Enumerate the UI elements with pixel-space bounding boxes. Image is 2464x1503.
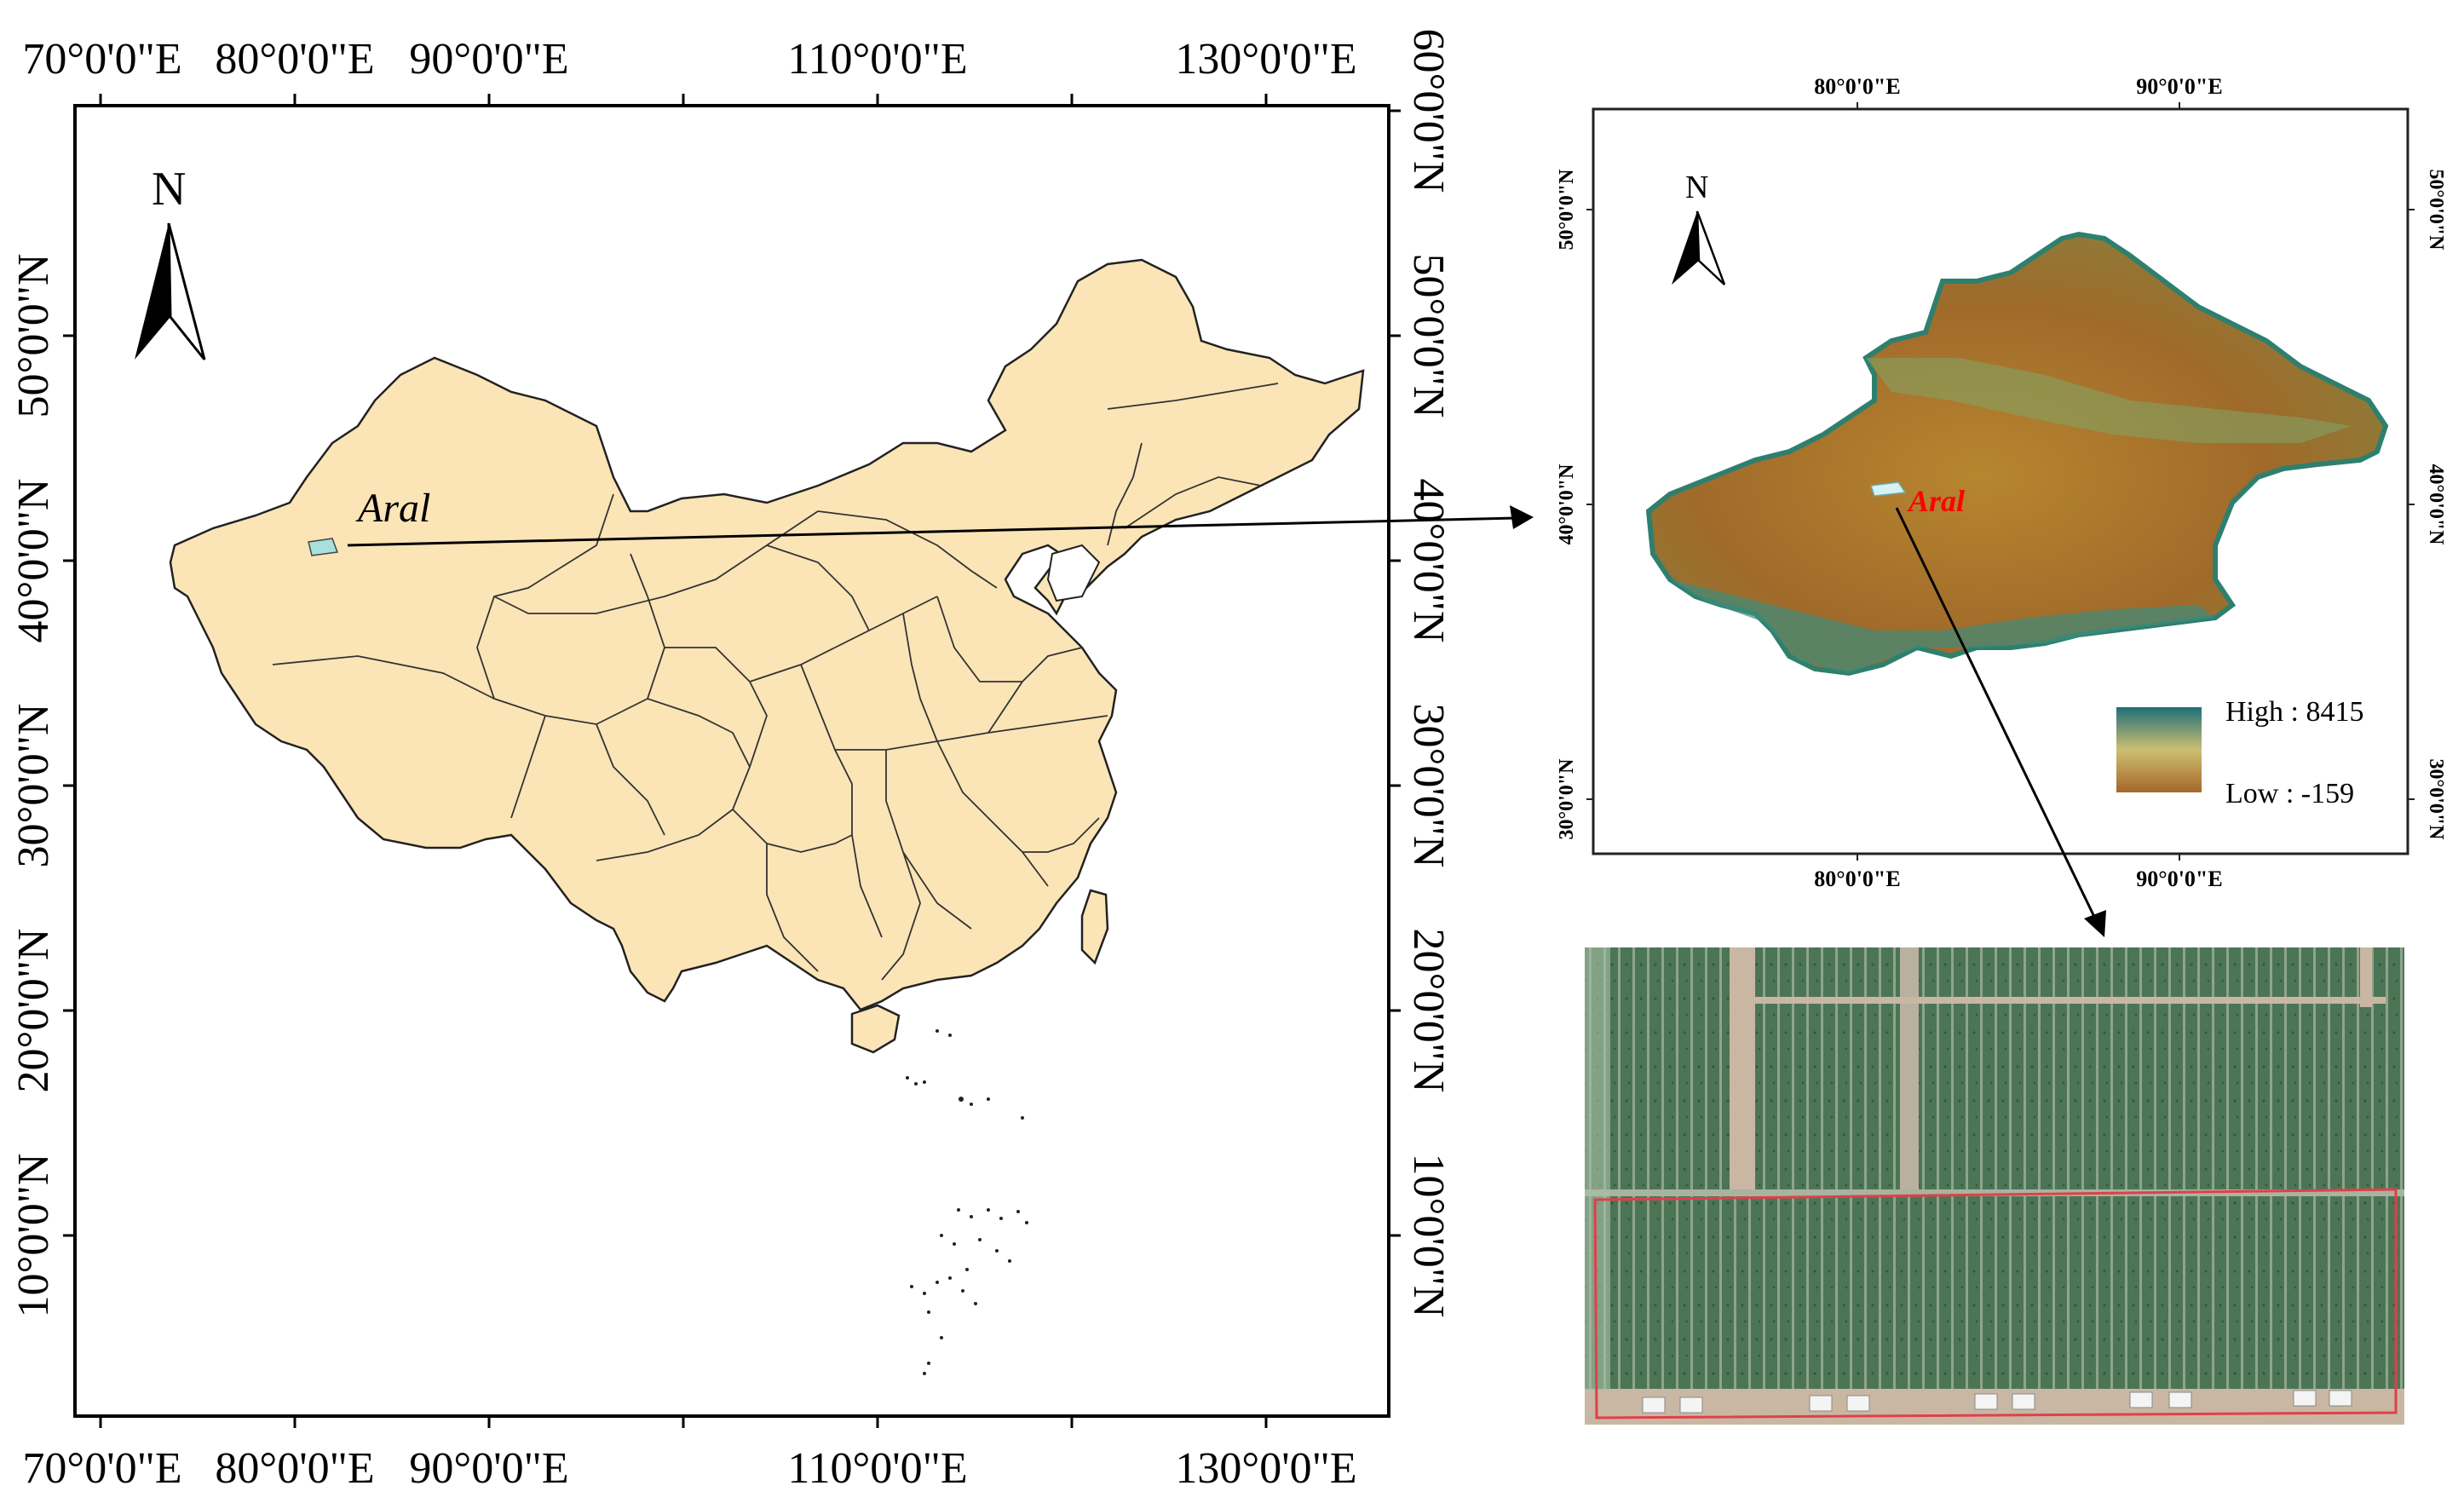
tianshan-band	[1866, 358, 2352, 443]
main-left-lat-2: 40°0'0"N	[9, 479, 58, 643]
aral-site-marker	[308, 538, 339, 556]
dem-right-lat-1: 50°0'0"N	[2425, 170, 2447, 251]
aerial-image	[1585, 947, 2404, 1425]
dem-aral-label: Aral	[1907, 484, 1965, 518]
dem-left-lat-1: 50°0'0"N	[1556, 169, 1578, 250]
main-right-lat-1: 60°0'0"N	[1404, 29, 1453, 193]
aerial-road-v2	[1900, 947, 1919, 1195]
dem-legend-ramp	[2116, 707, 2202, 792]
main-top-lon-1: 70°0'0"E	[22, 35, 181, 84]
main-left-lat-4: 20°0'0"N	[9, 929, 58, 1093]
main-map-top-labels: 70°0'0"E 80°0'0"E 90°0'0"E 110°0'0"E 130…	[22, 35, 1356, 84]
xinjiang-dem-region	[1645, 231, 2389, 677]
arrow-to-aerial	[1895, 507, 2098, 921]
main-bottom-lon-1: 70°0'0"E	[22, 1444, 181, 1493]
north-arrow: N	[135, 163, 206, 360]
dem-map: Aral N High : 8415 Low : -159 80°0'0"E 9…	[1556, 74, 2447, 937]
main-right-lat-2: 50°0'0"N	[1404, 254, 1453, 418]
province-boundaries	[272, 383, 1279, 981]
arrow-to-dem	[347, 505, 1534, 547]
main-bottom-lon-2: 80°0'0"E	[215, 1444, 374, 1493]
dem-legend-low: Low : -159	[2225, 778, 2354, 809]
hainan-island	[850, 1004, 901, 1054]
dem-north-arrow-label: N	[1685, 170, 1708, 205]
dem-aral-marker	[1869, 481, 1907, 497]
main-map-right-labels: 60°0'0"N 50°0'0"N 40°0'0"N 30°0'0"N 20°0…	[1404, 29, 1453, 1318]
dem-bottom-lon-1: 80°0'0"E	[1814, 867, 1900, 891]
dem-top-lon-1: 80°0'0"E	[1814, 74, 1900, 99]
dem-top-labels: 80°0'0"E 90°0'0"E	[1814, 74, 2222, 99]
aerial-field	[1585, 947, 2404, 1425]
main-map-ticks	[63, 94, 1401, 1428]
arrow-to-aerial-head	[2084, 910, 2106, 937]
main-map-left-labels: 50°0'0"N 40°0'0"N 30°0'0"N 20°0'0"N 10°0…	[9, 254, 58, 1318]
main-map-bottom-labels: 70°0'0"E 80°0'0"E 90°0'0"E 110°0'0"E 130…	[22, 1444, 1356, 1493]
taiwan-island	[1080, 889, 1109, 965]
aerial-bare-patch	[1585, 947, 1610, 1391]
main-top-lon-4: 110°0'0"E	[787, 35, 967, 84]
dem-legend: High : 8415 Low : -159	[2116, 696, 2363, 809]
main-top-lon-5: 130°0'0"E	[1175, 35, 1356, 84]
aerial-road-h2	[1585, 1189, 2404, 1196]
main-bottom-lon-4: 110°0'0"E	[787, 1444, 967, 1493]
dem-left-lat-2: 40°0'0"N	[1556, 464, 1578, 545]
main-left-lat-1: 50°0'0"N	[9, 254, 58, 418]
aerial-road-v3	[2360, 947, 2372, 1007]
dem-north-arrow: N	[1672, 170, 1726, 285]
main-bottom-lon-3: 90°0'0"E	[409, 1444, 568, 1493]
bohai-bay	[1046, 544, 1101, 602]
kunlun-band	[1670, 579, 2215, 673]
dem-left-labels: 50°0'0"N 40°0'0"N 30°0'0"N	[1556, 169, 1578, 840]
aerial-road-h1	[1755, 997, 2386, 1004]
china-landmass	[169, 258, 1365, 1011]
south-sea-islands	[906, 1029, 1028, 1375]
aerial-tents	[1642, 1390, 2352, 1414]
main-bottom-lon-5: 130°0'0"E	[1175, 1444, 1356, 1493]
dem-left-lat-3: 30°0'0"N	[1556, 758, 1578, 840]
dem-right-labels: 50°0'0"N 40°0'0"N 30°0'0"N	[2425, 170, 2447, 841]
main-right-lat-6: 10°0'0"N	[1404, 1154, 1453, 1318]
main-right-lat-5: 20°0'0"N	[1404, 929, 1453, 1093]
aerial-road-v1	[1730, 947, 1755, 1195]
dem-bottom-labels: 80°0'0"E 90°0'0"E	[1814, 867, 2222, 891]
main-right-lat-4: 30°0'0"N	[1404, 704, 1453, 868]
main-map: Aral N 70°0'0"E 80°0'0"E 90°0'0"E 110°0'…	[9, 29, 1453, 1493]
dem-map-ticks	[1586, 102, 2415, 861]
main-left-lat-5: 10°0'0"N	[9, 1154, 58, 1318]
aral-label: Aral	[355, 486, 430, 531]
aerial-study-area-box	[1593, 1188, 2398, 1420]
main-top-lon-2: 80°0'0"E	[215, 35, 374, 84]
dem-right-lat-2: 40°0'0"N	[2425, 464, 2447, 546]
dem-legend-high: High : 8415	[2225, 696, 2363, 728]
dem-bottom-lon-2: 90°0'0"E	[2136, 867, 2222, 891]
main-left-lat-3: 30°0'0"N	[9, 704, 58, 868]
dem-top-lon-2: 90°0'0"E	[2136, 74, 2222, 99]
main-right-lat-3: 40°0'0"N	[1404, 479, 1453, 643]
main-top-lon-3: 90°0'0"E	[409, 35, 568, 84]
north-arrow-label: N	[152, 163, 186, 216]
dem-right-lat-3: 30°0'0"N	[2425, 759, 2447, 841]
